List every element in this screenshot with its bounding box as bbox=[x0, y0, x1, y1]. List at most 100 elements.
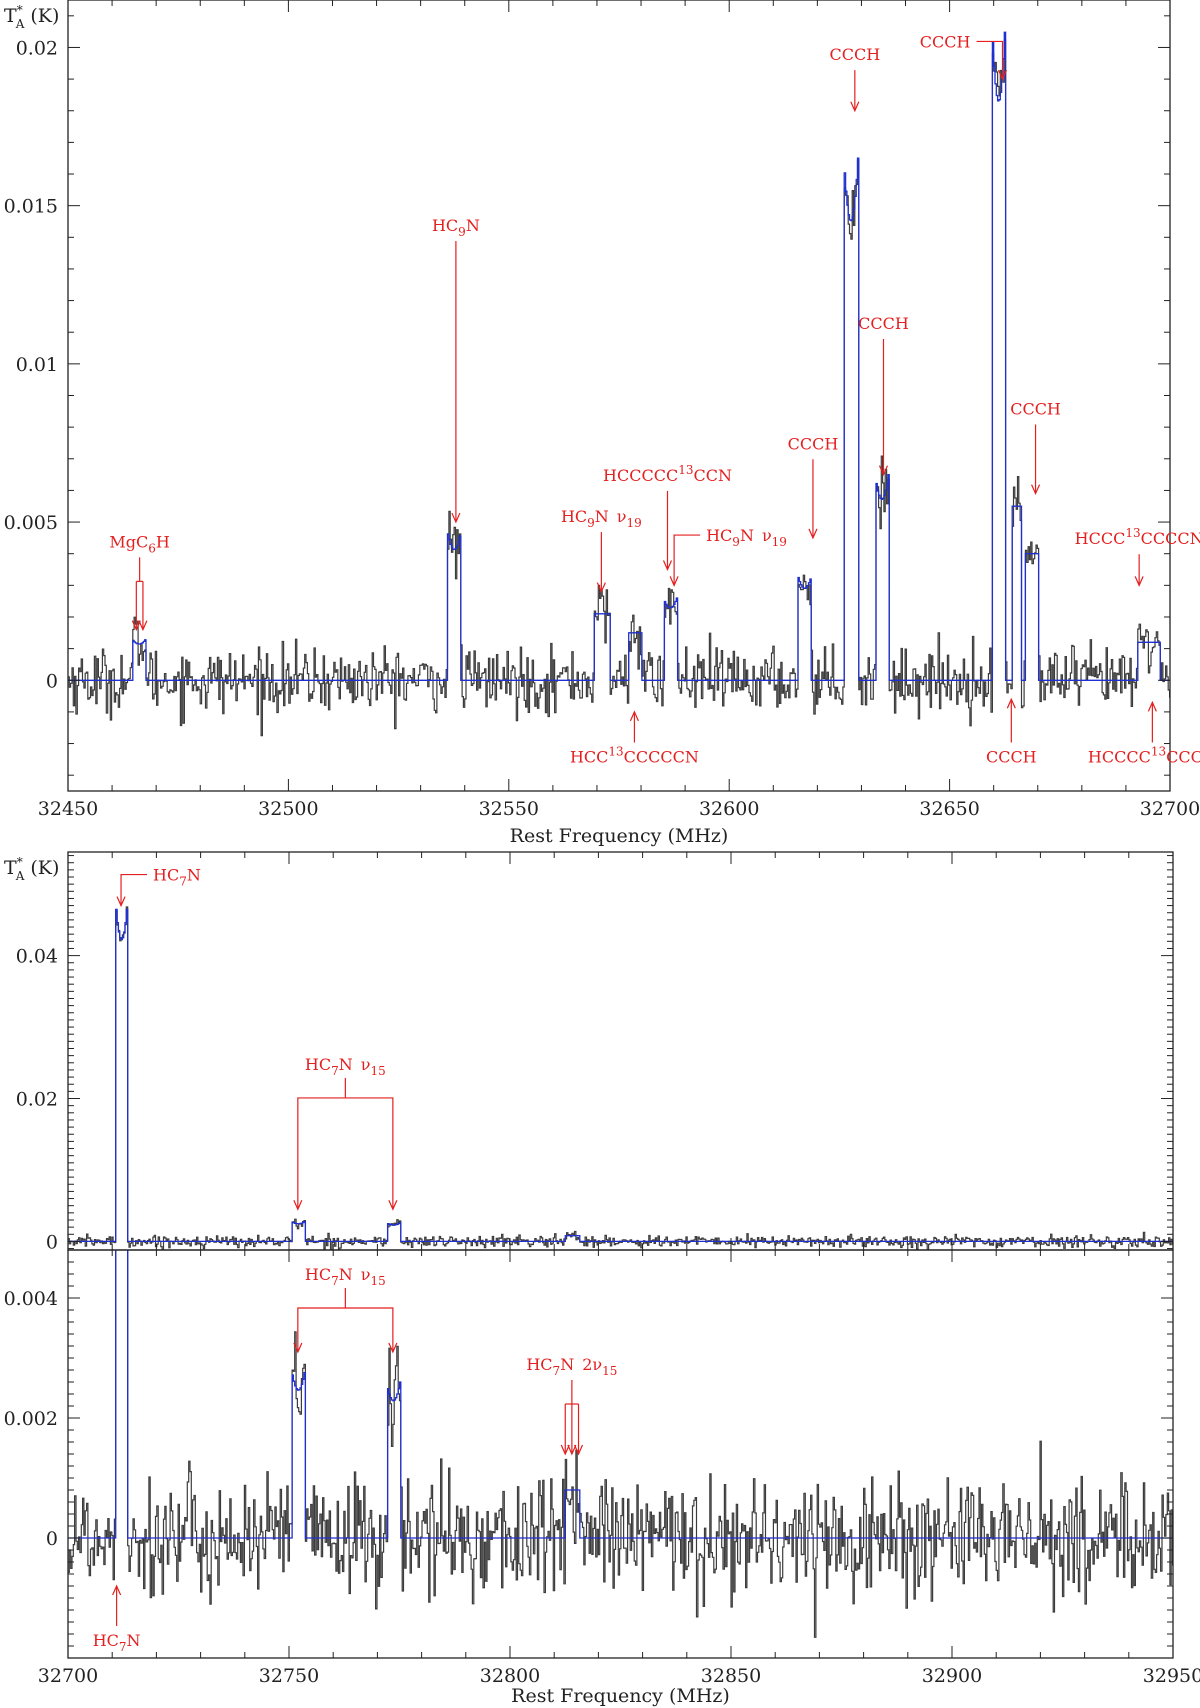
y-tick-label: 0.004 bbox=[4, 1288, 58, 1310]
annotation-label: CCCH bbox=[1010, 399, 1061, 418]
line-annotation: CCCH bbox=[986, 697, 1037, 767]
y-axis-label: T* A (K) bbox=[4, 855, 59, 883]
annotation-label: CCCH bbox=[788, 434, 839, 453]
panel-2: 0 0.02 0.04 T* A (K) HC7N HC7N ν15 bbox=[4, 851, 1174, 1253]
line-annotation: HCC13CCCCCN bbox=[570, 710, 699, 767]
line-annotation: HCCC13CCCCN bbox=[1075, 526, 1200, 587]
y-tick-label: 0 bbox=[46, 1231, 58, 1253]
arrow-head bbox=[388, 1342, 398, 1354]
line-annotation: CCCH bbox=[1010, 399, 1061, 496]
observed-spectrum bbox=[68, 906, 1173, 1250]
arrow-head bbox=[451, 512, 461, 524]
line-annotation: HC7N ν15 bbox=[293, 1265, 398, 1354]
y-tick-label: 0 bbox=[46, 1528, 58, 1550]
line-annotation: CCCH bbox=[920, 32, 1008, 81]
annotation-arrow bbox=[120, 873, 148, 906]
observed-spectrum bbox=[68, 1250, 1173, 1638]
model-spectrum bbox=[68, 908, 1173, 1243]
line-annotation: HC7N ν15 bbox=[293, 1055, 398, 1211]
annotation-label: HC7N bbox=[93, 1631, 141, 1654]
y-tick-label: 0 bbox=[46, 670, 58, 692]
annotation-label: HC9N bbox=[432, 216, 480, 239]
line-annotation: CCCH bbox=[829, 45, 880, 113]
annotation-label: HCCCC13CCCN bbox=[1088, 745, 1200, 767]
x-tick-label: 32550 bbox=[479, 798, 539, 820]
plot-frame bbox=[67, 851, 1174, 1251]
x-tick-label: 32650 bbox=[919, 798, 979, 820]
arrow-head bbox=[116, 896, 126, 908]
annotation-label: CCCH bbox=[829, 45, 880, 64]
y-axis-label: T* A (K) bbox=[4, 3, 59, 31]
x-tick-label: 32950 bbox=[1143, 1665, 1200, 1687]
arrow-head bbox=[669, 576, 679, 587]
arrow-head bbox=[662, 560, 673, 571]
arrow-head bbox=[293, 1342, 303, 1354]
x-tick-label: 32750 bbox=[259, 1665, 319, 1687]
annotation-label: HCCCCC13CCN bbox=[603, 463, 732, 485]
annotation-label: HC9N ν19 bbox=[561, 507, 642, 530]
arrow-head bbox=[131, 620, 141, 632]
x-tick-label: 32700 bbox=[38, 1665, 98, 1687]
arrow-head bbox=[1134, 576, 1144, 587]
arrow-head bbox=[997, 69, 1008, 81]
line-annotation: HC9N ν19 bbox=[561, 507, 642, 594]
x-tick-label: 32800 bbox=[480, 1665, 540, 1687]
line-annotation: HC7N bbox=[116, 866, 201, 908]
x-tick-label: 32850 bbox=[701, 1665, 761, 1687]
y-tick-label: 0.015 bbox=[4, 196, 58, 218]
y-tick-label: 0.02 bbox=[16, 1089, 58, 1111]
annotation-bracket bbox=[297, 1097, 394, 1210]
annotation-label: HC9N ν19 bbox=[706, 526, 787, 549]
x-tick-label: 32500 bbox=[258, 798, 318, 820]
y-tick-label: 0.02 bbox=[16, 37, 58, 59]
arrow-head bbox=[138, 620, 148, 632]
line-annotation: HC7N bbox=[93, 1584, 141, 1654]
y-tick-label: 0.005 bbox=[4, 512, 58, 534]
line-annotation: HC9N ν19 bbox=[669, 526, 787, 587]
annotation-label: HC7N bbox=[153, 866, 201, 889]
y-tick-label: 0.002 bbox=[4, 1408, 58, 1430]
x-tick-label: 32600 bbox=[699, 798, 759, 820]
annotation-arrow bbox=[976, 40, 1004, 80]
annotation-label: HCC13CCCCCN bbox=[570, 745, 699, 767]
y-tick-label: 0.01 bbox=[16, 354, 58, 376]
line-annotation: CCCH bbox=[858, 314, 909, 477]
arrow-head bbox=[293, 1200, 303, 1211]
line-annotation: MgC6H bbox=[109, 532, 170, 632]
arrow-head bbox=[596, 582, 606, 594]
annotation-label: CCCH bbox=[858, 314, 909, 333]
annotation-label: CCCH bbox=[986, 748, 1037, 767]
x-tick-label: 32900 bbox=[922, 1665, 982, 1687]
line-annotation: HC7N 2ν15 bbox=[526, 1355, 617, 1456]
annotation-label: HC7N ν15 bbox=[305, 1265, 386, 1288]
plot-frame bbox=[67, 0, 1171, 792]
x-axis-label: Rest Frequency (MHz) bbox=[510, 825, 729, 847]
annotation-label: CCCH bbox=[920, 32, 971, 51]
line-annotation: CCCH bbox=[788, 434, 839, 540]
arrow-head bbox=[1006, 697, 1016, 709]
arrow-head bbox=[388, 1200, 398, 1211]
model-spectrum bbox=[68, 1250, 1173, 1539]
y-tick-label: 0.04 bbox=[16, 946, 58, 968]
arrow-head bbox=[629, 710, 639, 722]
x-tick-label: 32700 bbox=[1140, 798, 1200, 820]
annotation-label: HC7N 2ν15 bbox=[526, 1355, 617, 1378]
annotation-label: MgC6H bbox=[109, 532, 170, 555]
x-tick-label: 32450 bbox=[38, 798, 98, 820]
line-annotation: HCCCCC13CCN bbox=[603, 463, 732, 571]
arrow-head bbox=[808, 528, 818, 540]
plot-frame bbox=[67, 1249, 1174, 1659]
arrow-head bbox=[1147, 700, 1157, 712]
annotation-label: HC7N ν15 bbox=[305, 1055, 386, 1078]
panel-3: 0 0.002 0.004 32700 32750 32800 32850 32900 3295… bbox=[4, 1249, 1200, 1707]
arrow-head bbox=[850, 101, 860, 113]
annotation-arrow bbox=[673, 534, 701, 586]
model-spectrum bbox=[68, 31, 1170, 681]
x-axis-label: Rest Frequency (MHz) bbox=[511, 1685, 730, 1707]
arrow-head bbox=[560, 1444, 570, 1456]
arrow-head bbox=[878, 465, 889, 477]
annotation-bracket bbox=[297, 1307, 394, 1352]
arrow-head bbox=[1031, 484, 1041, 496]
observed-spectrum bbox=[68, 39, 1170, 737]
